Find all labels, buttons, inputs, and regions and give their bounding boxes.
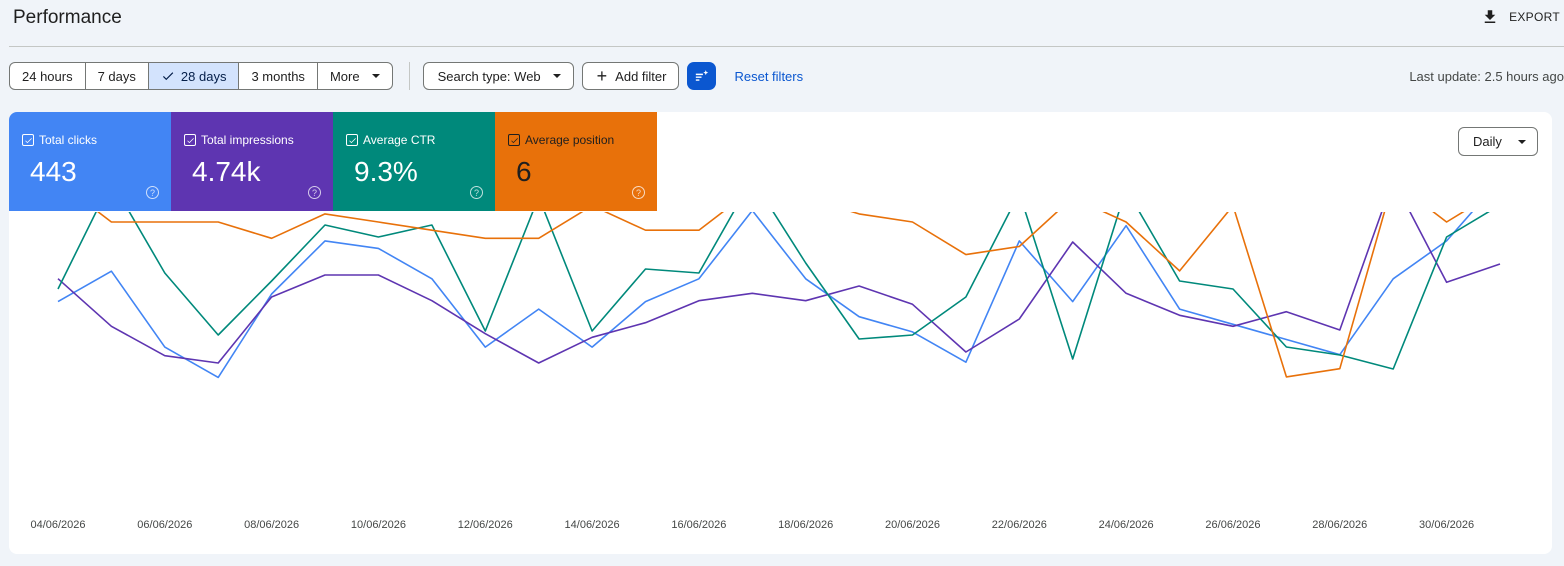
x-tick-label: 20/06/2026 bbox=[885, 519, 940, 531]
help-icon[interactable]: ? bbox=[308, 186, 321, 199]
last-update-text: Last update: 2.5 hours ago bbox=[1409, 68, 1564, 84]
metric-value: 443 bbox=[30, 156, 77, 187]
x-tick-label: 24/06/2026 bbox=[1099, 519, 1154, 531]
x-tick-label: 28/06/2026 bbox=[1312, 519, 1367, 531]
help-icon[interactable]: ? bbox=[632, 186, 645, 199]
series-line-average-ctr bbox=[57, 212, 1490, 370]
x-tick-label: 18/06/2026 bbox=[778, 519, 833, 531]
caret-down-icon bbox=[1517, 139, 1526, 144]
series-line-total-impressions bbox=[57, 212, 1501, 364]
header-divider bbox=[9, 46, 1564, 47]
range-7-days[interactable]: 7 days bbox=[86, 63, 149, 89]
range-28-days[interactable]: 28 days bbox=[148, 63, 240, 89]
filter-settings-button[interactable] bbox=[687, 62, 717, 90]
help-icon[interactable]: ? bbox=[470, 186, 483, 199]
performance-card: Total clicks 443 ? Total impressions 4.7… bbox=[9, 112, 1552, 554]
export-button[interactable]: EXPORT bbox=[1481, 8, 1560, 26]
x-tick-label: 06/06/2026 bbox=[137, 519, 192, 531]
help-icon[interactable]: ? bbox=[146, 186, 159, 199]
export-label: EXPORT bbox=[1509, 10, 1560, 24]
series-line-total-clicks bbox=[57, 212, 1474, 379]
metric-value: 4.74k bbox=[192, 156, 261, 187]
metric-average-position[interactable]: Average position 6 ? bbox=[495, 112, 657, 211]
x-tick-label: 22/06/2026 bbox=[992, 519, 1047, 531]
range-more-dropdown[interactable]: More bbox=[318, 63, 392, 89]
caret-down-icon bbox=[552, 74, 561, 78]
metric-value: 6 bbox=[516, 156, 532, 187]
granularity-dropdown[interactable]: Daily bbox=[1458, 127, 1538, 156]
search-type-dropdown[interactable]: Search type: Web bbox=[422, 62, 574, 90]
check-icon bbox=[162, 72, 174, 81]
checkbox-checked-icon bbox=[22, 134, 34, 146]
x-tick-label: 08/06/2026 bbox=[244, 519, 299, 531]
plus-icon: + bbox=[596, 66, 608, 86]
metric-label: Average position bbox=[525, 133, 615, 147]
caret-down-icon bbox=[371, 74, 380, 78]
page-title: Performance bbox=[13, 7, 122, 28]
toolbar-divider bbox=[408, 62, 410, 90]
x-tick-label: 04/06/2026 bbox=[30, 519, 85, 531]
date-range-selector: 24 hours 7 days 28 days 3 months More bbox=[9, 62, 393, 90]
metric-total-clicks[interactable]: Total clicks 443 ? bbox=[9, 112, 171, 211]
series-line-average-position bbox=[96, 212, 1465, 378]
x-tick-label: 16/06/2026 bbox=[671, 519, 726, 531]
metric-total-impressions[interactable]: Total impressions 4.74k ? bbox=[171, 112, 333, 211]
filter-toolbar: 24 hours 7 days 28 days 3 months More Se… bbox=[9, 62, 1564, 90]
metric-tabs: Total clicks 443 ? Total impressions 4.7… bbox=[9, 112, 657, 211]
range-3-months[interactable]: 3 months bbox=[239, 63, 318, 89]
x-tick-label: 12/06/2026 bbox=[458, 519, 513, 531]
x-tick-label: 14/06/2026 bbox=[565, 519, 620, 531]
x-tick-label: 30/06/2026 bbox=[1419, 519, 1474, 531]
add-filter-button[interactable]: + Add filter bbox=[581, 62, 680, 90]
download-icon bbox=[1484, 10, 1496, 23]
checkbox-checked-icon bbox=[508, 134, 520, 146]
metric-value: 9.3% bbox=[354, 156, 418, 187]
performance-line-chart: 04/06/2026 06/06/2026 08/06/2026 10/06/2026… bbox=[30, 212, 1501, 531]
metric-label: Total clicks bbox=[39, 133, 98, 147]
filter-list-icon bbox=[696, 69, 709, 81]
checkbox-checked-icon bbox=[184, 134, 196, 146]
metric-average-ctr[interactable]: Average CTR 9.3% ? bbox=[333, 112, 495, 211]
checkbox-checked-icon bbox=[346, 134, 358, 146]
metric-label: Average CTR bbox=[363, 133, 436, 147]
range-24-hours[interactable]: 24 hours bbox=[10, 63, 86, 89]
metric-label: Total impressions bbox=[201, 133, 294, 147]
x-tick-label: 10/06/2026 bbox=[351, 519, 406, 531]
x-tick-label: 26/06/2026 bbox=[1205, 519, 1260, 531]
reset-filters-link[interactable]: Reset filters bbox=[734, 68, 804, 84]
